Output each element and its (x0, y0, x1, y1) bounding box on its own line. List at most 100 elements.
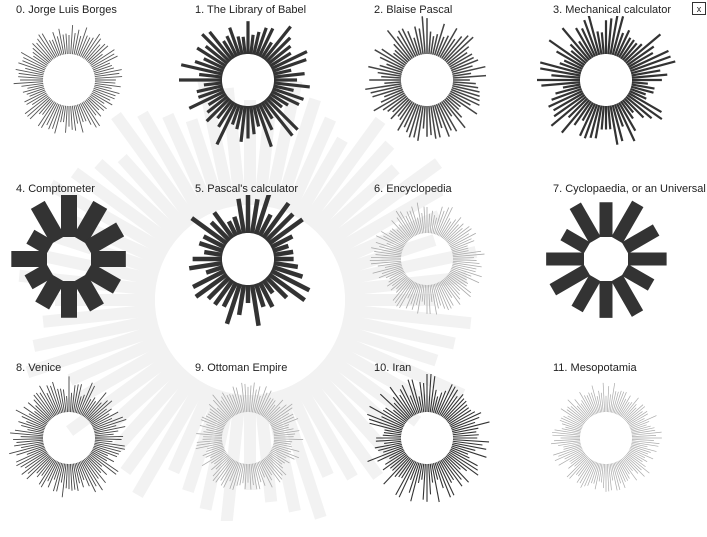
glyph-bar (620, 100, 634, 120)
glyph-bar (452, 74, 487, 79)
glyph-bar (445, 276, 460, 292)
glyph-bar (93, 86, 120, 94)
glyph-bar (270, 234, 294, 250)
background-ghost-bar (253, 113, 276, 207)
glyph-bar (94, 438, 122, 440)
glyph-bar (452, 442, 487, 450)
glyph-bar (621, 42, 638, 61)
glyph-bar (273, 260, 299, 270)
glyph-bar (614, 391, 625, 414)
glyph-cell[interactable]: 4. Comptometer (0, 179, 179, 358)
radial-glyph (367, 374, 490, 503)
glyph-bar (257, 281, 275, 308)
glyph-bar (629, 49, 669, 71)
glyph-bar (451, 245, 468, 252)
glyph-bar (254, 462, 262, 483)
glyph-bar (428, 463, 432, 495)
glyph-bar (384, 440, 402, 444)
glyph-bar (399, 389, 415, 416)
glyph-bar (576, 459, 593, 483)
glyph-bar (53, 462, 61, 480)
glyph-bar (94, 442, 125, 450)
glyph-bar (35, 274, 65, 310)
glyph-cell[interactable]: 3. Mechanical calculator (537, 0, 707, 179)
glyph-bar (447, 452, 479, 476)
glyph-cell[interactable]: 8. Venice (0, 358, 179, 537)
glyph-bar (78, 103, 87, 122)
glyph-bar (603, 463, 605, 489)
glyph-bar (211, 454, 229, 471)
glyph-bar (49, 40, 58, 57)
glyph-bar (452, 439, 490, 443)
glyph-bar (609, 463, 614, 481)
glyph-bar (565, 426, 581, 432)
glyph-bar (93, 418, 127, 431)
glyph-bar (559, 62, 582, 73)
glyph-bar (38, 459, 56, 485)
glyph-bar (394, 49, 409, 63)
glyph-bar (20, 436, 44, 438)
glyph-bar (446, 404, 468, 422)
glyph-bar (385, 269, 404, 279)
glyph-cell[interactable]: 9. Ottoman Empire (179, 358, 358, 537)
glyph-bar (46, 392, 58, 415)
glyph-bar (74, 463, 80, 484)
glyph-bar (600, 32, 605, 55)
glyph-bar (40, 460, 57, 488)
glyph-bar (440, 221, 452, 238)
glyph-bar (570, 406, 587, 421)
background-ghost-bar (107, 359, 184, 429)
background-ghost-bar (70, 167, 177, 250)
glyph-bar (212, 211, 235, 240)
glyph-bar (631, 431, 662, 436)
glyph-bar (196, 441, 223, 446)
glyph-bar (267, 44, 292, 66)
glyph-bar (88, 96, 105, 111)
glyph-bar (260, 397, 272, 416)
glyph-bar (388, 272, 405, 283)
glyph-bar (630, 87, 647, 96)
glyph-cell[interactable]: 7. Cyclopaedia, or an Universal D (537, 179, 707, 358)
glyph-bar (449, 450, 478, 467)
glyph-bar (272, 84, 294, 92)
glyph-bar (451, 268, 472, 277)
glyph-bar (272, 264, 304, 279)
background-ghost-bar (341, 313, 456, 350)
glyph-bar (551, 74, 581, 79)
glyph-bar (21, 425, 44, 432)
glyph-bar (381, 266, 403, 275)
glyph-bar (78, 382, 93, 415)
glyph-cell[interactable]: 2. Blaise Pascal (358, 0, 537, 179)
glyph-cell[interactable]: 0. Jorge Luis Borges (0, 0, 179, 179)
glyph-bar (92, 55, 118, 69)
glyph-bar (600, 105, 605, 130)
glyph-bar (76, 27, 88, 56)
glyph-cell[interactable]: 1. The Library of Babel (179, 0, 358, 179)
glyph-bar (584, 461, 596, 487)
glyph-bar (631, 429, 656, 435)
glyph-bar (254, 395, 261, 414)
glyph-bar (627, 51, 654, 68)
glyph-bar (391, 220, 410, 241)
background-ghost-bar (300, 116, 386, 227)
glyph-bar (594, 105, 603, 139)
glyph-cell[interactable]: 11. Mesopotamia (537, 358, 707, 537)
glyph-cell[interactable]: 10. Iran (358, 358, 537, 537)
glyph-bar (93, 416, 123, 429)
glyph-bar (14, 429, 44, 435)
glyph-bar (398, 224, 411, 240)
glyph-bar (452, 431, 477, 436)
glyph-bar (35, 392, 55, 418)
glyph-bar (396, 276, 409, 290)
glyph-bar (444, 98, 463, 118)
glyph-bar (617, 461, 629, 481)
close-button[interactable]: x (692, 2, 706, 15)
glyph-bar (439, 386, 456, 416)
radial-glyph (546, 200, 667, 318)
glyph-bar (272, 243, 290, 254)
glyph-cell[interactable]: 5. Pascal's calculator (179, 179, 358, 358)
glyph-cell[interactable]: 6. Encyclopedia (358, 179, 537, 358)
glyph-bar (569, 457, 589, 479)
glyph-bar (271, 416, 295, 428)
glyph-bar (73, 274, 104, 312)
